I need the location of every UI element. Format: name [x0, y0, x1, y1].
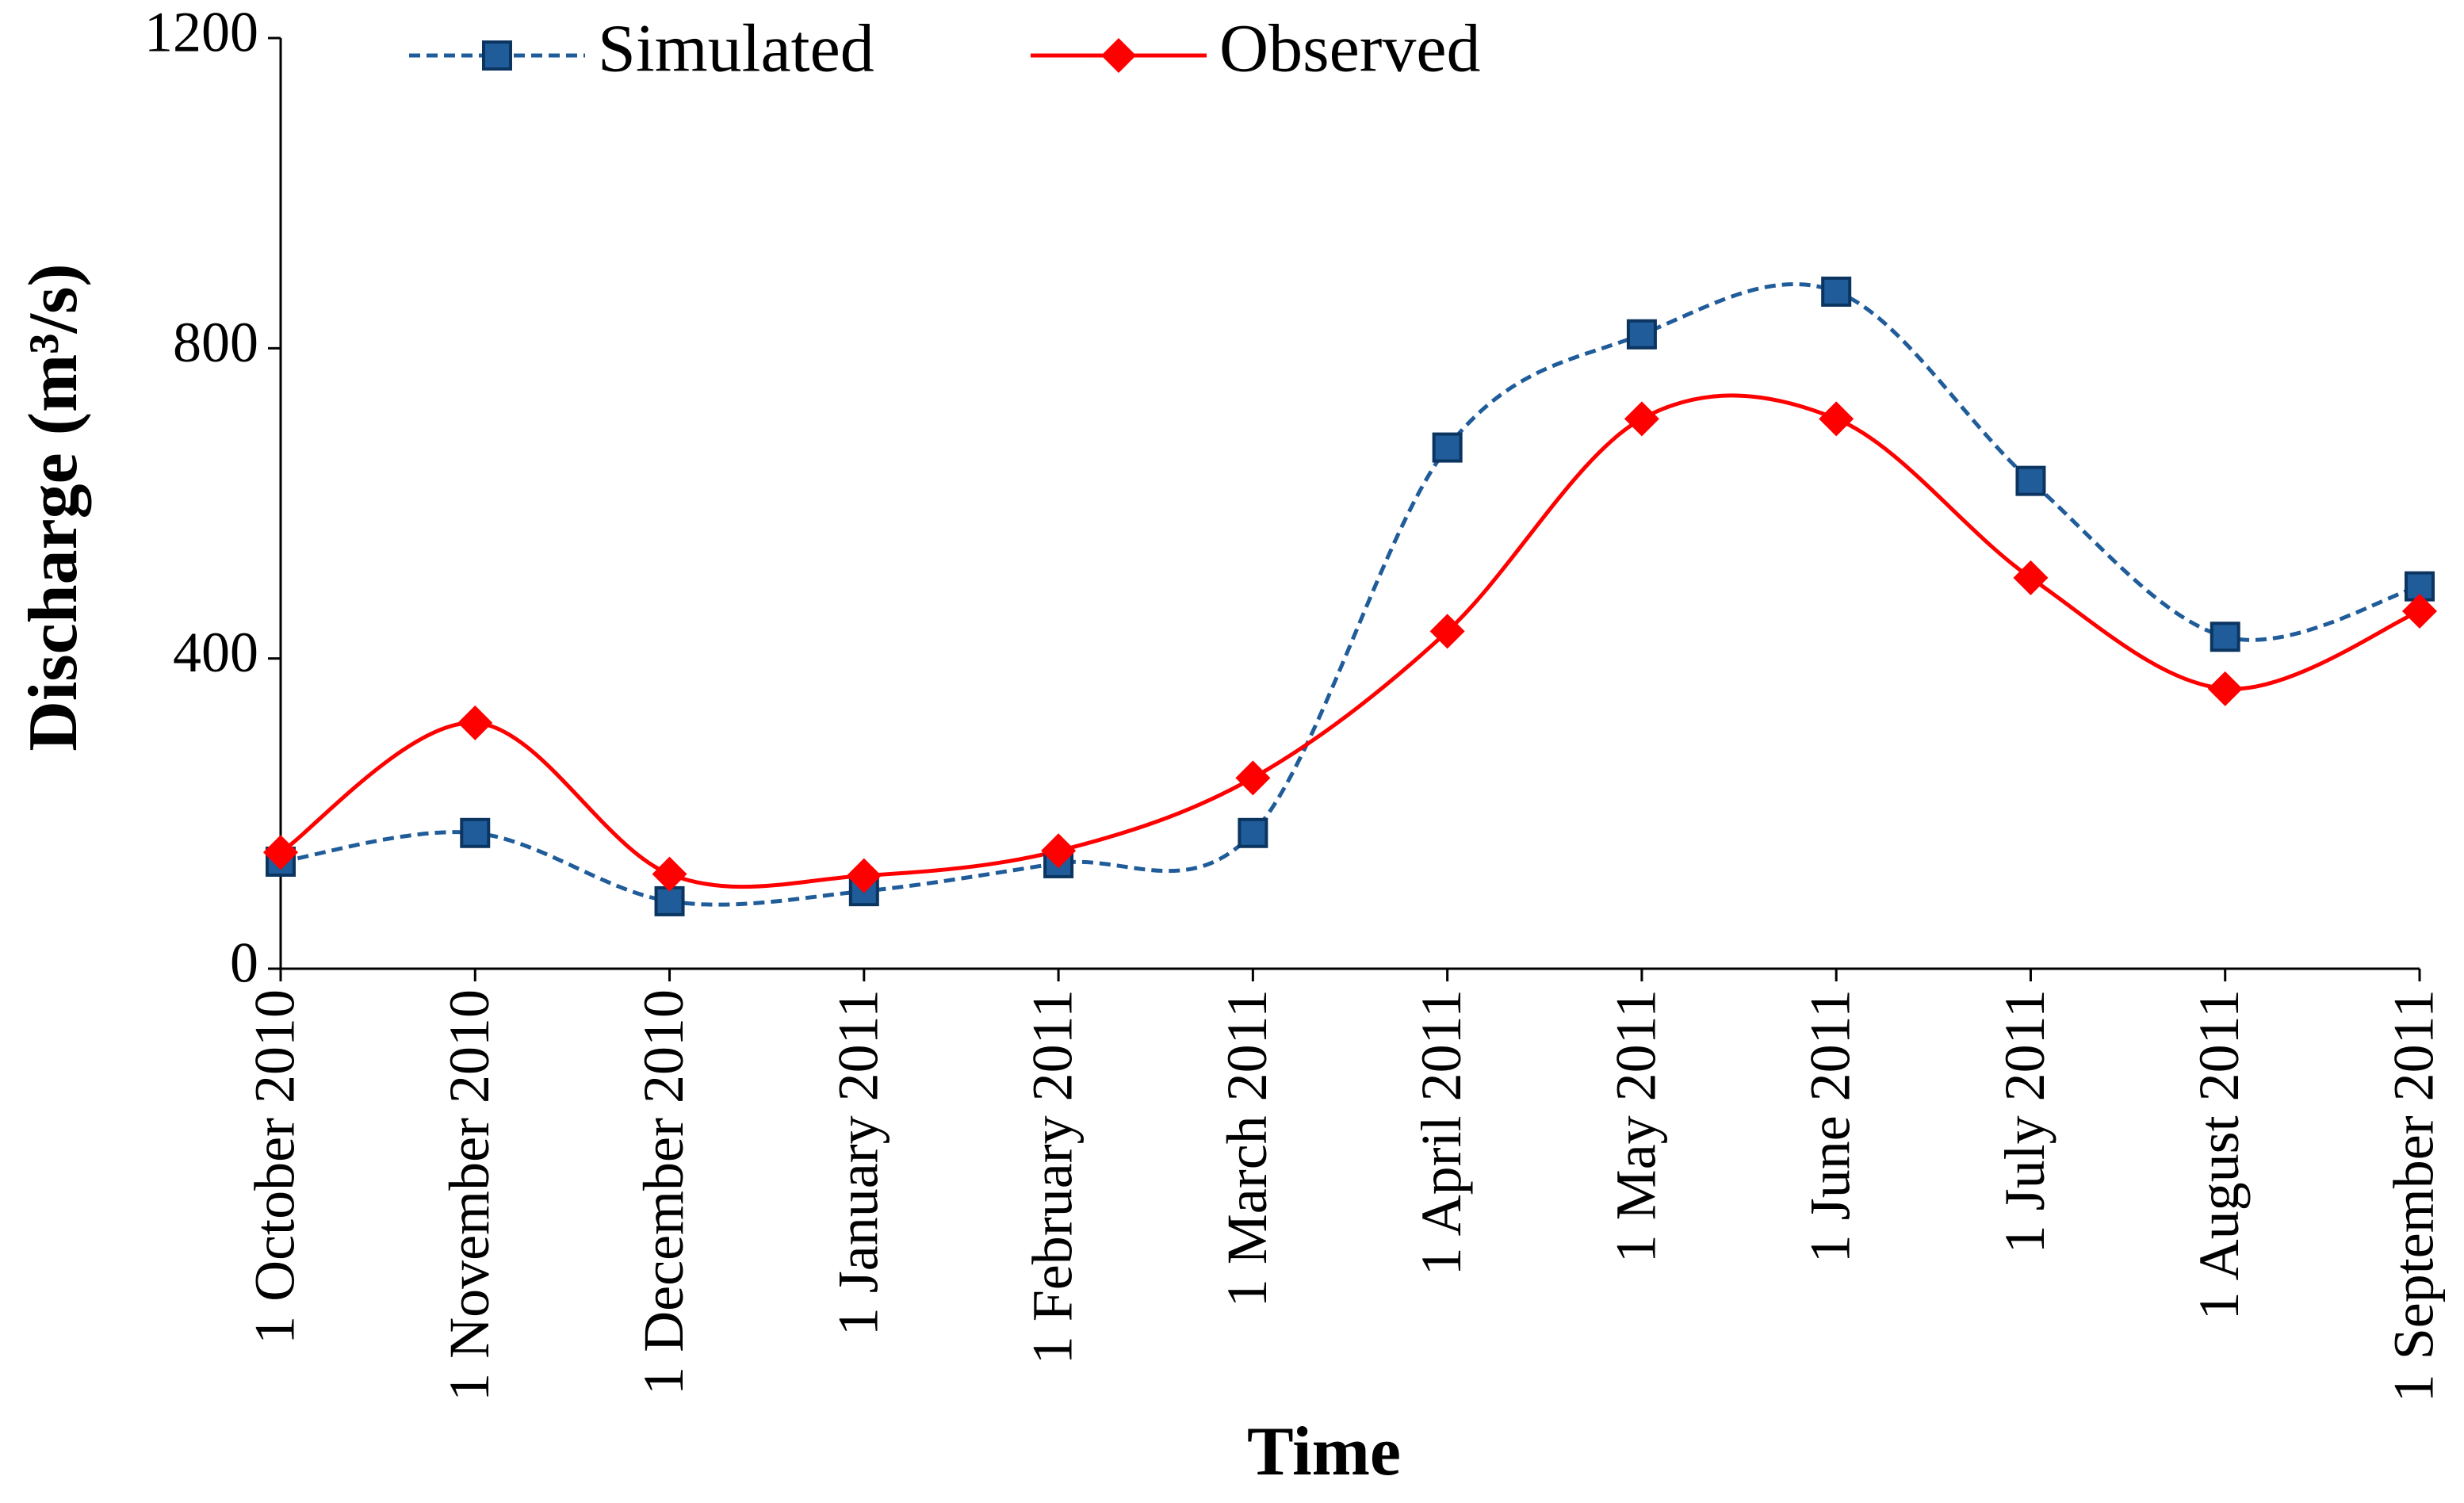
x-tick-label: 1 February 2011: [1021, 989, 1085, 1364]
marker: [846, 858, 882, 893]
x-tick-label: 1 May 2011: [1604, 989, 1667, 1263]
marker: [460, 817, 491, 848]
x-tick-label: 1 January 2011: [826, 989, 890, 1336]
marker: [263, 835, 298, 870]
x-tick-label: 1 November 2010: [438, 989, 501, 1402]
marker: [1101, 38, 1136, 73]
marker: [1819, 401, 1854, 437]
x-tick-label: 1 August 2011: [2187, 989, 2251, 1320]
x-tick-label: 1 June 2011: [1799, 989, 1862, 1263]
marker: [2210, 621, 2240, 652]
x-axis-title: Time: [1247, 1413, 1401, 1490]
marker: [1624, 401, 1659, 437]
y-tick-label: 400: [173, 621, 258, 684]
y-axis-title: Discharge (m³/s): [15, 263, 92, 751]
series-line: [280, 282, 2420, 907]
marker: [1429, 614, 1465, 649]
y-tick-label: 1200: [144, 1, 258, 64]
legend-label: Observed: [1219, 10, 1481, 86]
marker: [1821, 276, 1852, 307]
legend-item: Observed: [1031, 10, 1481, 86]
marker: [654, 885, 685, 916]
marker: [2015, 465, 2046, 496]
marker: [1235, 760, 1271, 796]
x-tick-label: 1 July 2011: [1993, 989, 2057, 1253]
y-tick-label: 800: [173, 311, 258, 374]
marker: [1626, 319, 1657, 350]
x-tick-label: 1 March 2011: [1215, 989, 1279, 1307]
marker: [2013, 560, 2049, 595]
series-line: [279, 393, 2420, 889]
marker: [1041, 833, 1077, 869]
legend-label: Simulated: [598, 10, 874, 86]
x-tick-label: 1 September 2011: [2382, 989, 2446, 1402]
marker: [1238, 817, 1268, 848]
marker: [2402, 593, 2437, 629]
x-tick-label: 1 October 2010: [243, 989, 307, 1344]
marker: [457, 705, 493, 740]
marker: [482, 40, 512, 71]
y-tick-label: 0: [230, 931, 258, 995]
x-tick-label: 1 April 2011: [1410, 989, 1473, 1275]
marker: [1432, 432, 1463, 463]
marker: [2207, 671, 2243, 706]
legend-item: Simulated: [409, 10, 874, 86]
x-tick-label: 1 December 2010: [632, 989, 695, 1395]
marker: [652, 856, 687, 892]
